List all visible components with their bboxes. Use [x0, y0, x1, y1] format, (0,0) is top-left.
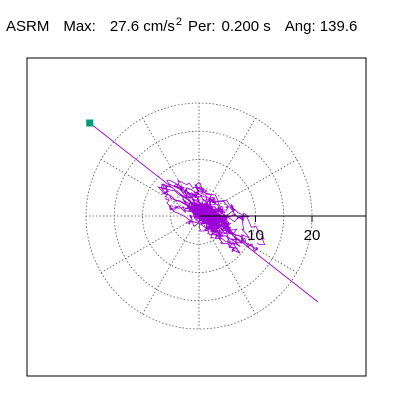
peak-excursion-line: [89, 122, 319, 303]
grid-spoke: [142, 215, 200, 315]
radial-axis: 10 20: [199, 215, 366, 244]
orbit-path: [156, 179, 266, 254]
orbit-trace: [89, 122, 319, 303]
radial-tick-label: 10: [247, 227, 264, 244]
max-unit-exponent: 2: [175, 16, 183, 28]
max-label: Max:: [63, 18, 96, 35]
grid-spoke: [100, 215, 200, 273]
max-unit: cm/s: [143, 18, 175, 35]
ang-value: 139.6: [319, 18, 358, 35]
header-title: ASRM: [6, 18, 50, 35]
max-value: 27.6: [109, 18, 140, 35]
per-value: 0.200 s: [221, 18, 271, 35]
chart-header: ASRM Max: 27.6 cm/s2 Per: 0.200 s Ang: 139.6: [6, 16, 357, 38]
peak-marker: [86, 119, 94, 127]
orbit-markers: [86, 119, 94, 127]
radial-tick-label: 20: [304, 227, 321, 244]
plot-frame: [26, 57, 367, 377]
ang-label: Ang:: [284, 18, 316, 35]
per-label: Per:: [188, 18, 216, 35]
grid-spoke: [198, 159, 298, 217]
